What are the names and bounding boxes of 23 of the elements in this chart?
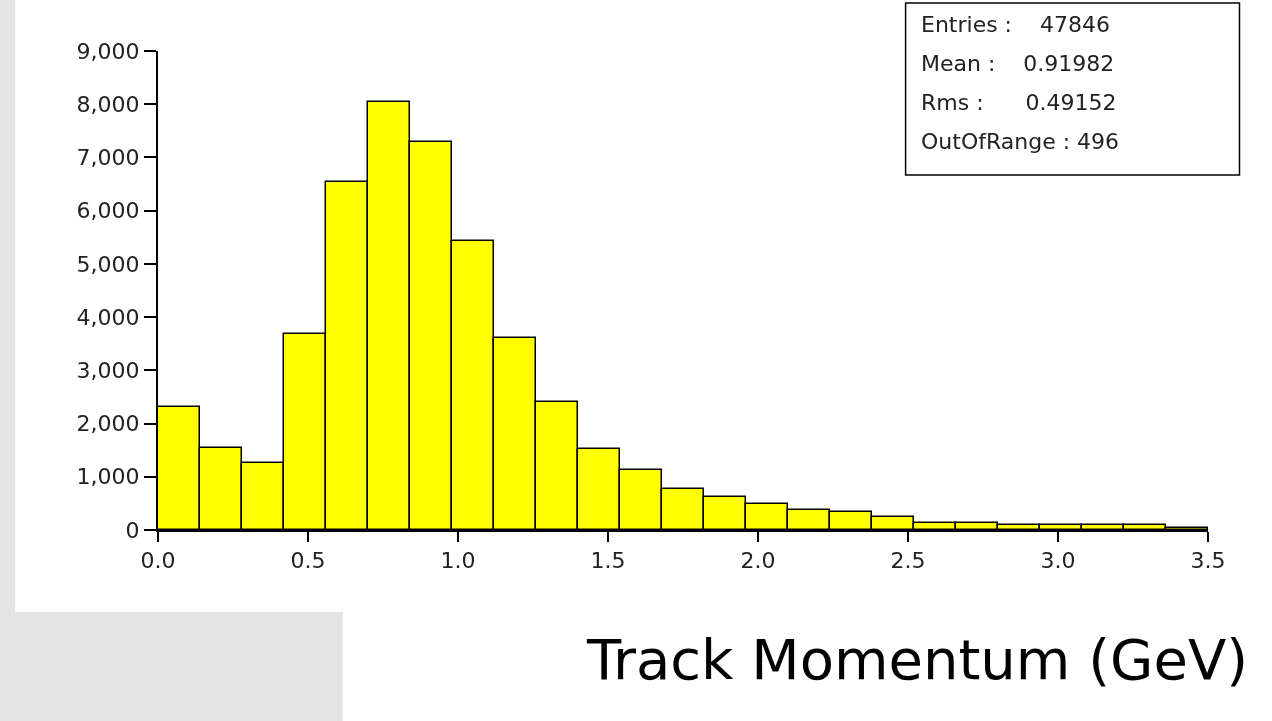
- x-tick-label: 2.0: [740, 548, 776, 574]
- x-tick-label: 3.0: [1040, 548, 1076, 574]
- annotation: Mean : 0.91982: [921, 51, 1115, 76]
- y-tick-label: 9,000: [76, 38, 140, 64]
- annotation: OutOfRange : 496: [921, 129, 1120, 154]
- y-tick-label: 8,000: [76, 91, 140, 117]
- x-tick-label: 2.5: [890, 548, 926, 574]
- x-tick-label: 0.0: [140, 548, 176, 574]
- y-tick-label: 2,000: [76, 411, 140, 437]
- x-tick-label: 1.0: [440, 548, 476, 574]
- x-tick-label: 1.5: [590, 548, 626, 574]
- x-tick-label: 0.5: [290, 548, 326, 574]
- y-tick-label: 3,000: [76, 358, 140, 384]
- y-tick-label: 7,000: [76, 145, 140, 171]
- annotation: Rms : 0.49152: [921, 90, 1117, 115]
- y-tick-label: 0: [125, 517, 140, 543]
- y-tick-label: 1,000: [76, 464, 140, 490]
- y-tick-label: 6,000: [76, 198, 140, 224]
- text: Entries : 47846: [921, 12, 1110, 37]
- x-axis-title: Track Momentum (GeV): [586, 627, 1249, 692]
- y-tick-label: 4,000: [76, 304, 140, 330]
- x-tick-label: 3.5: [1190, 548, 1226, 574]
- y-tick-label: 5,000: [76, 251, 140, 277]
